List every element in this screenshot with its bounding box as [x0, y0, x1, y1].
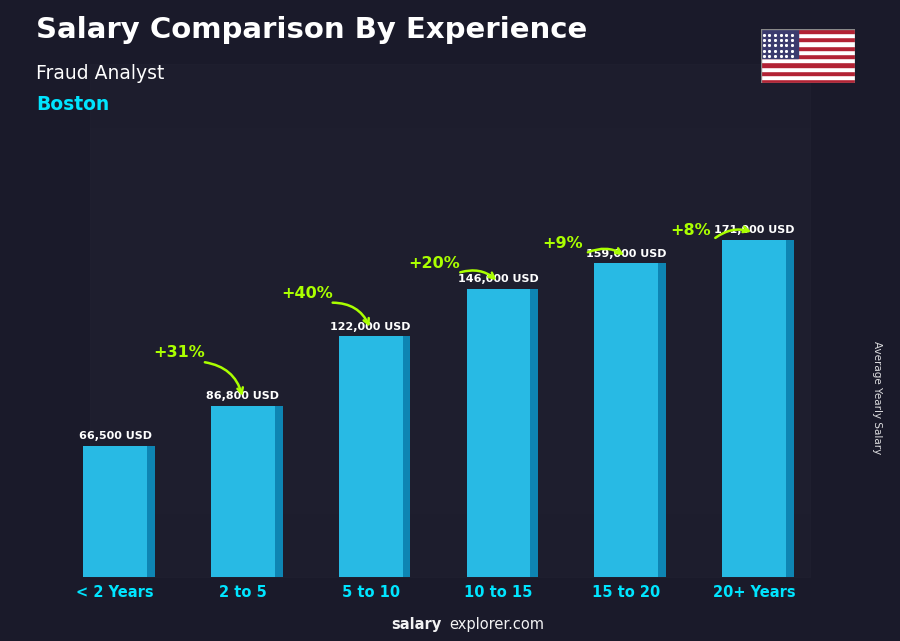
Bar	[760, 42, 855, 46]
Text: +8%: +8%	[670, 222, 710, 238]
FancyBboxPatch shape	[84, 445, 148, 577]
FancyBboxPatch shape	[466, 289, 530, 577]
Text: 159,000 USD: 159,000 USD	[586, 249, 667, 259]
Text: +40%: +40%	[281, 286, 333, 301]
FancyBboxPatch shape	[594, 263, 658, 577]
Bar	[760, 71, 855, 75]
Text: 171,000 USD: 171,000 USD	[714, 225, 794, 235]
Bar	[760, 37, 855, 42]
FancyBboxPatch shape	[658, 263, 666, 577]
Bar	[90, 64, 810, 577]
Bar	[760, 50, 855, 54]
FancyBboxPatch shape	[786, 240, 794, 577]
Text: 122,000 USD: 122,000 USD	[330, 322, 411, 331]
Text: 86,800 USD: 86,800 USD	[206, 391, 280, 401]
Text: +20%: +20%	[409, 256, 461, 271]
Bar	[760, 67, 855, 71]
Bar	[760, 75, 855, 79]
FancyBboxPatch shape	[338, 337, 402, 577]
Bar	[760, 62, 855, 67]
Text: salary: salary	[392, 617, 442, 632]
Bar	[760, 58, 855, 62]
FancyBboxPatch shape	[148, 445, 155, 577]
Bar	[760, 79, 855, 83]
Text: Salary Comparison By Experience: Salary Comparison By Experience	[36, 16, 587, 44]
Bar	[760, 29, 855, 33]
FancyBboxPatch shape	[402, 337, 410, 577]
Text: explorer.com: explorer.com	[449, 617, 544, 632]
Text: +9%: +9%	[542, 237, 582, 251]
Text: 146,000 USD: 146,000 USD	[458, 274, 539, 285]
Bar	[90, 128, 810, 513]
FancyBboxPatch shape	[274, 406, 283, 577]
FancyBboxPatch shape	[530, 289, 538, 577]
Bar	[760, 54, 855, 58]
Text: +31%: +31%	[153, 345, 205, 360]
Text: Boston: Boston	[36, 95, 109, 114]
Text: 66,500 USD: 66,500 USD	[79, 431, 152, 441]
FancyBboxPatch shape	[722, 240, 786, 577]
FancyBboxPatch shape	[212, 406, 274, 577]
Bar	[760, 33, 855, 37]
Bar	[760, 29, 798, 58]
Bar	[760, 46, 855, 50]
Text: Fraud Analyst: Fraud Analyst	[36, 64, 165, 83]
Text: Average Yearly Salary: Average Yearly Salary	[872, 341, 883, 454]
